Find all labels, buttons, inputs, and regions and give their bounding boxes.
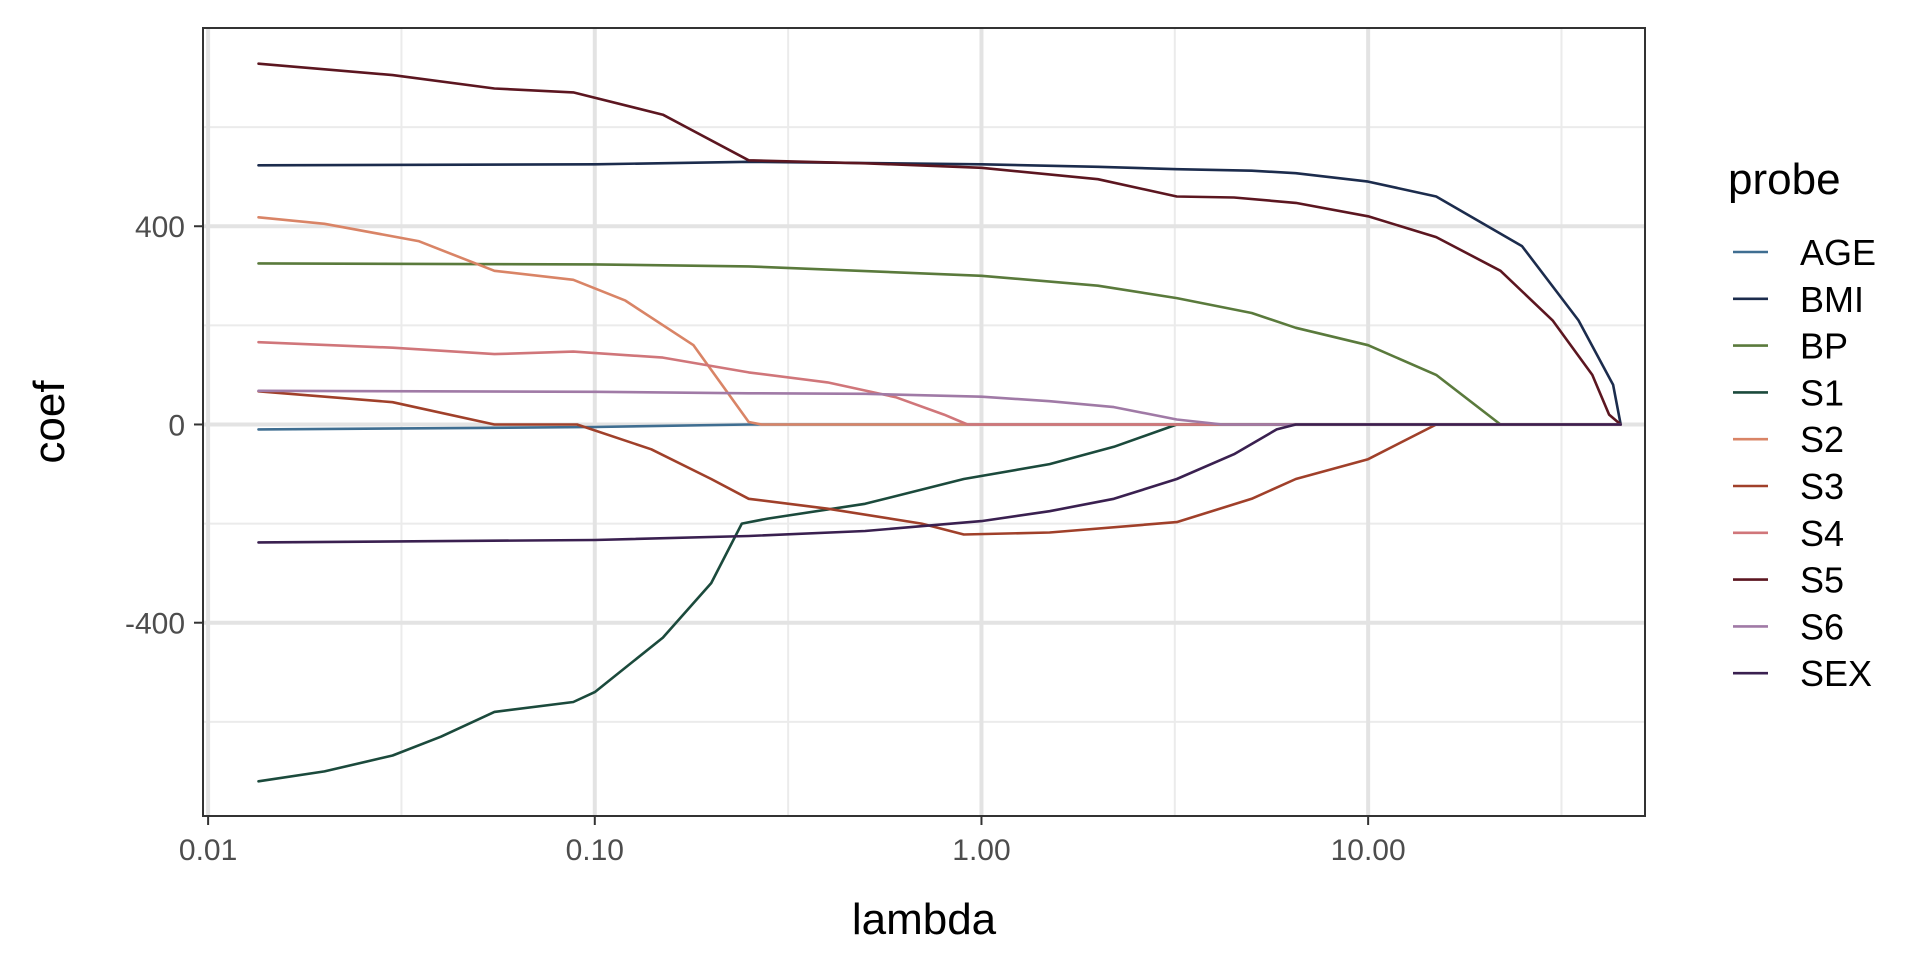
x-tick-label: 0.01 [179,834,237,867]
series-line-s5 [257,62,1622,426]
legend-item-s1: S1 [1733,372,1844,413]
legend-label: S6 [1800,606,1844,647]
y-tick-label: 400 [135,211,185,244]
x-tick-label: 0.10 [566,834,624,867]
legend-item-sex: SEX [1733,653,1872,694]
y-axis-ticks: -400 0 400 [125,211,203,641]
series-lines [257,62,1622,783]
legend-label: S4 [1800,513,1844,554]
legend-label: SEX [1800,653,1872,694]
y-tick-label: -400 [125,608,185,641]
x-tick-label: 10.00 [1331,834,1406,867]
plot-border [202,27,1646,817]
legend-item-s4: S4 [1733,513,1844,554]
legend-label: S3 [1800,466,1844,507]
plot-panel [203,28,1645,816]
legend-item-age: AGE [1733,232,1876,273]
legend-item-s5: S5 [1733,560,1844,601]
series-line-s3 [257,390,1622,536]
legend-label: S1 [1800,372,1844,413]
legend-label: BP [1800,326,1848,367]
legend-item-bp: BP [1733,326,1848,367]
legend-items: AGE BMI BP S1 S2 S3 S4 S5 S6 SEX [1733,232,1876,694]
legend-label: BMI [1800,279,1864,320]
legend-item-s6: S6 [1733,606,1844,647]
series-line-s4 [257,340,1622,426]
legend-item-s3: S3 [1733,466,1844,507]
legend-label: AGE [1800,232,1876,273]
legend-label: S2 [1800,419,1844,460]
x-axis-ticks: 0.01 0.10 1.00 10.00 [179,816,1406,867]
series-line-sex [257,423,1622,544]
y-tick-label: 0 [168,409,185,442]
series-line-s6 [257,389,1622,426]
legend-item-bmi: BMI [1733,279,1864,320]
legend-title: probe [1728,155,1841,204]
x-tick-label: 1.00 [952,834,1010,867]
series-line-s1 [257,423,1622,783]
x-axis-title: lambda [852,895,997,944]
series-line-s2 [257,216,1622,426]
legend-item-s2: S2 [1733,419,1844,460]
series-line-bp [257,262,1622,426]
y-axis-title: coef [25,380,74,464]
legend-label: S5 [1800,560,1844,601]
legend: probe AGE BMI BP S1 S2 S3 S4 S5 S6 SEX [1728,155,1876,694]
